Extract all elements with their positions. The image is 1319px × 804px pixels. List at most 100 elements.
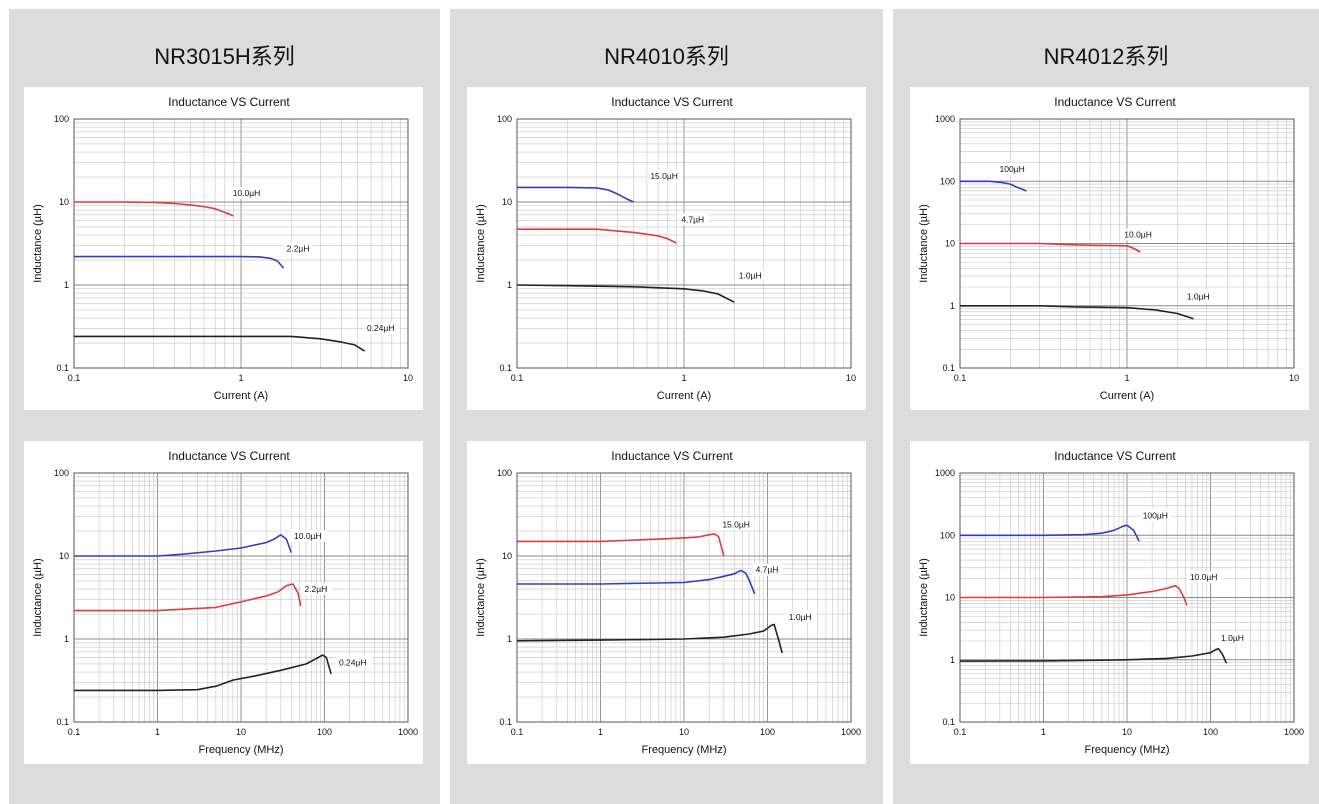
curve-label: 15.0µH — [650, 171, 678, 181]
series-line — [959, 648, 1228, 664]
curve-label-box — [678, 213, 709, 226]
x-tick-label: 0.1 — [954, 727, 967, 737]
y-tick-label: 1000 — [935, 114, 955, 124]
x-tick-label: 10 — [679, 727, 689, 737]
curve-label: 15.0µH — [722, 520, 750, 530]
curve-label: 10.0µH — [233, 188, 261, 198]
series-line — [74, 335, 366, 352]
y-tick-label: 0.1 — [942, 363, 955, 373]
grid — [516, 473, 851, 723]
series-line — [960, 584, 1188, 606]
grid — [73, 119, 408, 369]
x-tick-label: 10 — [403, 373, 413, 383]
curve-label: 2.2µH — [287, 243, 310, 253]
chart-svg: Inductance VS Current 0.1 1 10 0.1 1 10 100 Curr… — [475, 95, 856, 402]
x-axis-label: Frequency (MHz) — [642, 744, 727, 756]
y-tick-label: 0.1 — [56, 363, 69, 373]
curve-label: 10.0µH — [1124, 229, 1152, 239]
x-axis-label: Current (A) — [657, 390, 711, 402]
y-tick-label: 100 — [54, 468, 69, 478]
chart-svg: Inductance VS Current 0.1 1 10 100 1000 0.1 1 10… — [475, 449, 861, 756]
column-title: NR3015H系列 — [154, 44, 295, 69]
curve-label: 4.7µH — [681, 214, 704, 224]
series-line — [517, 533, 725, 557]
series-line — [960, 242, 1141, 253]
curve-label: 1.0µH — [739, 270, 762, 280]
x-tick-label: 1 — [681, 373, 686, 383]
chart-title: Inductance VS Current — [1054, 449, 1176, 463]
y-tick-label: 1 — [507, 280, 512, 290]
chart-svg: Inductance VS Current 0.1 1 10 0.1 1 10 100 1000… — [918, 95, 1299, 402]
chart-title: Inductance VS Current — [611, 449, 733, 463]
x-axis-label: Frequency (MHz) — [199, 744, 284, 756]
grid — [73, 473, 408, 723]
chart-title: Inductance VS Current — [168, 449, 290, 463]
series-line — [517, 186, 635, 203]
column-nr4010: NR4010系列 Inductance VS Current 0.1 1 10 0.1 1… — [450, 9, 883, 804]
y-tick-label: 10 — [502, 551, 512, 561]
x-axis-label: Current (A) — [1100, 390, 1154, 402]
x-tick-label: 1 — [238, 373, 243, 383]
curve-label-box — [647, 169, 683, 182]
y-tick-label: 10 — [502, 197, 512, 207]
column-nr3015h: NR3015H系列 Inductance VS Current 0.1 1 10 0.1… — [9, 9, 440, 804]
y-tick-label: 0.1 — [499, 363, 512, 373]
series-line — [960, 305, 1194, 320]
curve-label: 4.7µH — [756, 565, 779, 575]
series-line — [516, 623, 783, 654]
x-tick-label: 100 — [317, 727, 332, 737]
curve-label-box — [996, 163, 1027, 176]
curve-label-box — [1139, 509, 1171, 522]
y-tick-label: 0.1 — [499, 717, 512, 727]
x-tick-label: 0.1 — [511, 373, 524, 383]
chart-svg: Inductance VS Current 0.1 1 10 0.1 1 10 100 Curr… — [32, 95, 413, 402]
y-tick-label: 1 — [64, 280, 69, 290]
chart-title: Inductance VS Current — [168, 95, 290, 109]
y-tick-label: 0.1 — [942, 717, 955, 727]
chart-panel-frequency-nr4010: Inductance VS Current 0.1 1 10 100 1000 0.1 1 10… — [467, 441, 866, 764]
series-line — [517, 228, 677, 244]
x-tick-label: 10 — [1122, 727, 1132, 737]
chart-panel-current-nr4012: Inductance VS Current 0.1 1 10 0.1 1 10 100 1000… — [910, 87, 1309, 410]
plot-border — [73, 472, 409, 723]
y-axis-label: Inductance (µH) — [475, 204, 487, 282]
column-title: NR4012系列 — [1043, 44, 1169, 69]
series-line — [74, 255, 285, 269]
curve-label-box — [1218, 632, 1249, 645]
series-line — [960, 180, 1027, 192]
x-tick-label: 100 — [1203, 727, 1218, 737]
curve-label: 2.2µH — [304, 584, 327, 594]
y-tick-label: 1000 — [935, 468, 955, 478]
y-axis-label: Inductance (µH) — [32, 204, 44, 282]
curve-label-box — [335, 656, 372, 669]
y-tick-label: 100 — [940, 530, 955, 540]
y-tick-label: 10 — [945, 593, 955, 603]
curve-label: 10.0µH — [294, 531, 322, 541]
chart-title: Inductance VS Current — [1054, 95, 1176, 109]
x-tick-label: 0.1 — [511, 727, 524, 737]
series-line — [74, 534, 293, 557]
x-tick-label: 10 — [1289, 373, 1299, 383]
x-tick-label: 0.1 — [954, 373, 967, 383]
curve-label: 100µH — [999, 164, 1024, 174]
chart-panel-current-nr4010: Inductance VS Current 0.1 1 10 0.1 1 10 100 Curr… — [467, 87, 866, 410]
y-tick-label: 10 — [59, 551, 69, 561]
y-tick-label: 10 — [945, 239, 955, 249]
y-tick-label: 1 — [64, 634, 69, 644]
y-tick-label: 1 — [507, 634, 512, 644]
x-tick-label: 1000 — [1284, 727, 1304, 737]
plot-border — [516, 118, 852, 369]
chart-panel-frequency-nr3015h: Inductance VS Current 0.1 1 10 100 1000 0.1 1 10… — [24, 441, 423, 764]
x-tick-label: 1000 — [398, 727, 418, 737]
curve-label-box — [752, 563, 784, 576]
x-tick-label: 100 — [760, 727, 775, 737]
y-tick-label: 10 — [59, 197, 69, 207]
curve-label-box — [283, 242, 315, 255]
y-tick-label: 1 — [950, 655, 955, 665]
curve-label-box — [363, 321, 400, 334]
curve-label-box — [785, 610, 817, 623]
y-tick-label: 100 — [497, 468, 512, 478]
x-tick-label: 0.1 — [68, 727, 81, 737]
series-line — [74, 201, 234, 217]
curve-label-box — [1183, 290, 1215, 303]
